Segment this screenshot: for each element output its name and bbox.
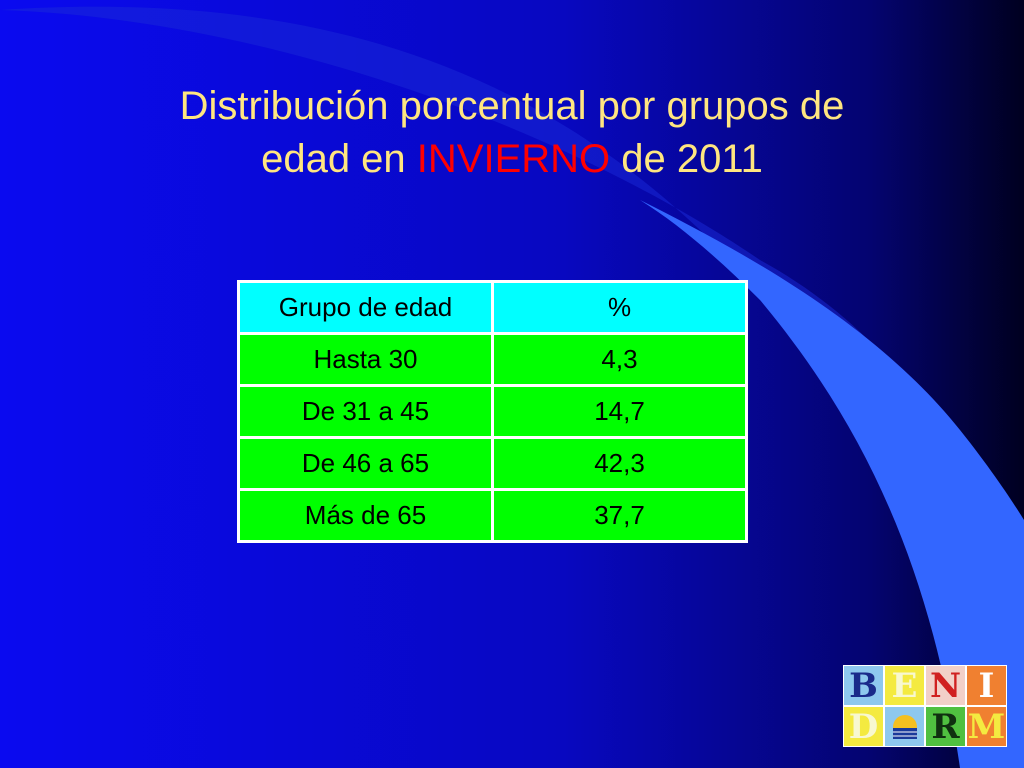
row: De 31 a 45 14,7 <box>237 384 748 439</box>
logo: B E N I D R M <box>843 665 1007 747</box>
cell: 37,7 <box>491 488 748 543</box>
logo-sun <box>884 706 925 747</box>
title-text: edad en <box>261 137 406 181</box>
logo-letter: M <box>966 706 1007 747</box>
cell: De 31 a 45 <box>237 384 494 439</box>
logo-letter: I <box>966 665 1007 706</box>
row: Más de 65 37,7 <box>237 488 748 543</box>
cell: De 46 a 65 <box>237 436 494 491</box>
cell: Hasta 30 <box>237 332 494 387</box>
header-cell: Grupo de edad <box>237 280 494 335</box>
cell: 14,7 <box>491 384 748 439</box>
header-row: Grupo de edad % <box>237 280 748 335</box>
title-line: Distribución porcentual por grupos de <box>179 84 845 128</box>
header-cell: % <box>491 280 748 335</box>
data-table: Grupo de edad % Hasta 30 4,3 De 31 a 45 14… <box>237 280 748 543</box>
logo-letter: E <box>884 665 925 706</box>
title-text: de 2011 <box>621 137 763 181</box>
logo-letter: B <box>843 665 884 706</box>
cell: 42,3 <box>491 436 748 491</box>
logo-letter: N <box>925 665 966 706</box>
title-highlight: INVIERNO <box>416 137 611 181</box>
cell: 4,3 <box>491 332 748 387</box>
sun-icon <box>892 714 917 739</box>
title: Distribución porcentual por grupos de ed… <box>60 80 964 186</box>
cell: Más de 65 <box>237 488 494 543</box>
logo-letter: D <box>843 706 884 747</box>
row: Hasta 30 4,3 <box>237 332 748 387</box>
row: De 46 a 65 42,3 <box>237 436 748 491</box>
logo-letter: R <box>925 706 966 747</box>
